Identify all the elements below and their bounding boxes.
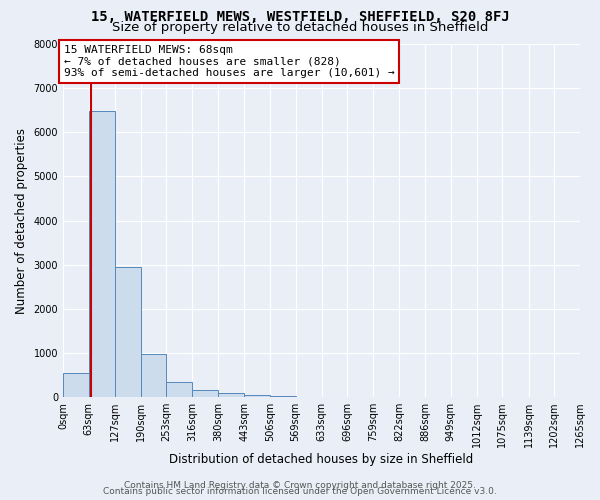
X-axis label: Distribution of detached houses by size in Sheffield: Distribution of detached houses by size … — [169, 453, 473, 466]
Text: 15, WATERFIELD MEWS, WESTFIELD, SHEFFIELD, S20 8FJ: 15, WATERFIELD MEWS, WESTFIELD, SHEFFIEL… — [91, 10, 509, 24]
Bar — [89, 111, 115, 397]
Bar — [63, 373, 89, 397]
Bar — [244, 394, 270, 397]
Bar — [166, 382, 192, 397]
Text: Size of property relative to detached houses in Sheffield: Size of property relative to detached ho… — [112, 22, 488, 35]
Bar — [270, 396, 296, 397]
Text: Contains HM Land Registry data © Crown copyright and database right 2025.: Contains HM Land Registry data © Crown c… — [124, 481, 476, 490]
Text: Contains public sector information licensed under the Open Government Licence v3: Contains public sector information licen… — [103, 488, 497, 496]
Y-axis label: Number of detached properties: Number of detached properties — [15, 128, 28, 314]
Bar — [115, 267, 140, 397]
Text: 15 WATERFIELD MEWS: 68sqm
← 7% of detached houses are smaller (828)
93% of semi-: 15 WATERFIELD MEWS: 68sqm ← 7% of detach… — [64, 45, 395, 78]
Bar — [218, 393, 244, 397]
Bar — [192, 390, 218, 397]
Bar — [140, 354, 166, 397]
